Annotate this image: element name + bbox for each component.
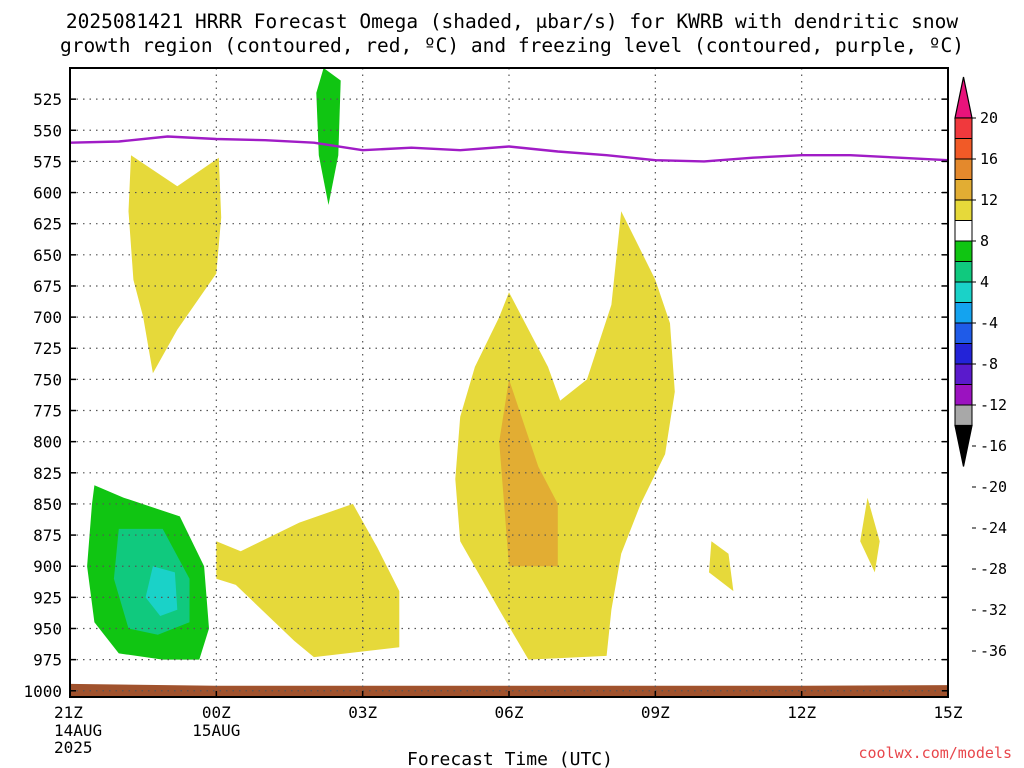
y-tick-label-750: 750: [33, 370, 62, 389]
freezing-level-contour: [69, 135, 949, 163]
colorbar-swatch-10: [954, 302, 973, 324]
colorbar-swatch-8: [954, 261, 973, 283]
colorbar-label--24: -24: [980, 519, 1007, 537]
y-tick-label-725: 725: [33, 339, 62, 358]
colorbar-swatch-14: [954, 384, 973, 406]
omega-colorbar: 20 16 12 8 4 -4 -8 -12 -16 -20 -24 -28 -32 -36: [954, 76, 1007, 660]
x-tick-sublabel-2025: 2025: [54, 738, 93, 757]
y-axis-ticks: 525 550 575 600 625 650 675 700 725 750 775 800 825 8…: [23, 90, 948, 701]
colorbar-swatch-3: [954, 158, 973, 180]
colorbar-swatch-12: [954, 343, 973, 365]
y-tick-label-1000: 1000: [23, 682, 62, 701]
chart-title-line-1: 2025081421 HRRR Forecast Omega (shaded, …: [66, 10, 958, 33]
y-tick-label-575: 575: [33, 152, 62, 171]
colorbar-label--12: -12: [980, 396, 1007, 414]
colorbar-swatch-15: [954, 404, 973, 426]
y-tick-label-950: 950: [33, 619, 62, 638]
y-tick-label-850: 850: [33, 495, 62, 514]
colorbar-label--36: -36: [980, 642, 1007, 660]
colorbar-label--4: -4: [980, 314, 998, 332]
x-tick-sublabel-15AUG: 15AUG: [192, 721, 240, 740]
y-tick-label-975: 975: [33, 651, 62, 670]
colorbar-swatch-4: [954, 179, 973, 201]
y-tick-label-775: 775: [33, 402, 62, 421]
x-tick-label-09Z: 09Z: [641, 703, 670, 722]
x-tick-label-03Z: 03Z: [348, 703, 377, 722]
y-tick-label-600: 600: [33, 184, 62, 203]
colorbar-swatch-1: [954, 117, 973, 139]
colorbar-bottom-arrow: [954, 424, 973, 467]
y-tick-label-700: 700: [33, 308, 62, 327]
colorbar-label-4: 4: [980, 273, 989, 291]
y-tick-label-525: 525: [33, 90, 62, 109]
coolwx-credit[interactable]: coolwx.com/models: [858, 744, 1012, 762]
colorbar-label--8: -8: [980, 355, 998, 373]
omega-region-4: [499, 379, 558, 567]
y-tick-label-625: 625: [33, 215, 62, 234]
colorbar-label-12: 12: [980, 191, 998, 209]
omega-region-1: [128, 155, 222, 374]
omega-region-10: [316, 68, 341, 205]
y-tick-label-650: 650: [33, 246, 62, 265]
omega-shaded-regions: [87, 68, 880, 660]
x-tick-label-12Z: 12Z: [787, 703, 816, 722]
y-tick-label-875: 875: [33, 526, 62, 545]
colorbar-label-16: 16: [980, 150, 998, 168]
y-tick-label-800: 800: [33, 433, 62, 452]
omega-region-2: [216, 503, 400, 658]
colorbar-swatch-9: [954, 281, 973, 303]
colorbar-label--16: -16: [980, 437, 1007, 455]
colorbar-swatch-11: [954, 322, 973, 344]
colorbar-label-8: 8: [980, 232, 989, 250]
colorbar-swatch-13: [954, 363, 973, 385]
colorbar-label--20: -20: [980, 478, 1007, 496]
colorbar-swatch-2: [954, 138, 973, 160]
terrain-surface: [70, 683, 948, 697]
grid-lines: [70, 68, 948, 697]
x-axis-label: Forecast Time (UTC): [407, 749, 613, 768]
chart-title: 2025081421 HRRR Forecast Omega (shaded, …: [60, 10, 964, 57]
omega-region-9: [145, 566, 178, 616]
x-tick-label-15Z: 15Z: [934, 703, 963, 722]
colorbar-label--28: -28: [980, 560, 1007, 578]
y-tick-label-925: 925: [33, 588, 62, 607]
x-tick-label-00Z: 00Z: [202, 703, 231, 722]
y-tick-label-675: 675: [33, 277, 62, 296]
x-tick-label-21Z: 21Z: [54, 703, 83, 722]
colorbar-label-20: 20: [980, 109, 998, 127]
colorbar-swatch-5: [954, 199, 973, 221]
colorbar-swatch-7: [954, 240, 973, 262]
colorbar-top-arrow: [954, 76, 973, 119]
y-tick-label-900: 900: [33, 557, 62, 576]
terrain-layer: [70, 683, 948, 697]
colorbar-swatch-6: [954, 220, 973, 242]
x-tick-label-06Z: 06Z: [495, 703, 524, 722]
y-tick-label-825: 825: [33, 464, 62, 483]
freezing-level-contour-group: [69, 135, 949, 163]
colorbar-label--32: -32: [980, 601, 1007, 619]
chart-title-line-2: growth region (contoured, red, ºC) and f…: [60, 34, 964, 57]
y-tick-label-550: 550: [33, 121, 62, 140]
x-tick-sublabel-14AUG: 14AUG: [54, 721, 102, 740]
